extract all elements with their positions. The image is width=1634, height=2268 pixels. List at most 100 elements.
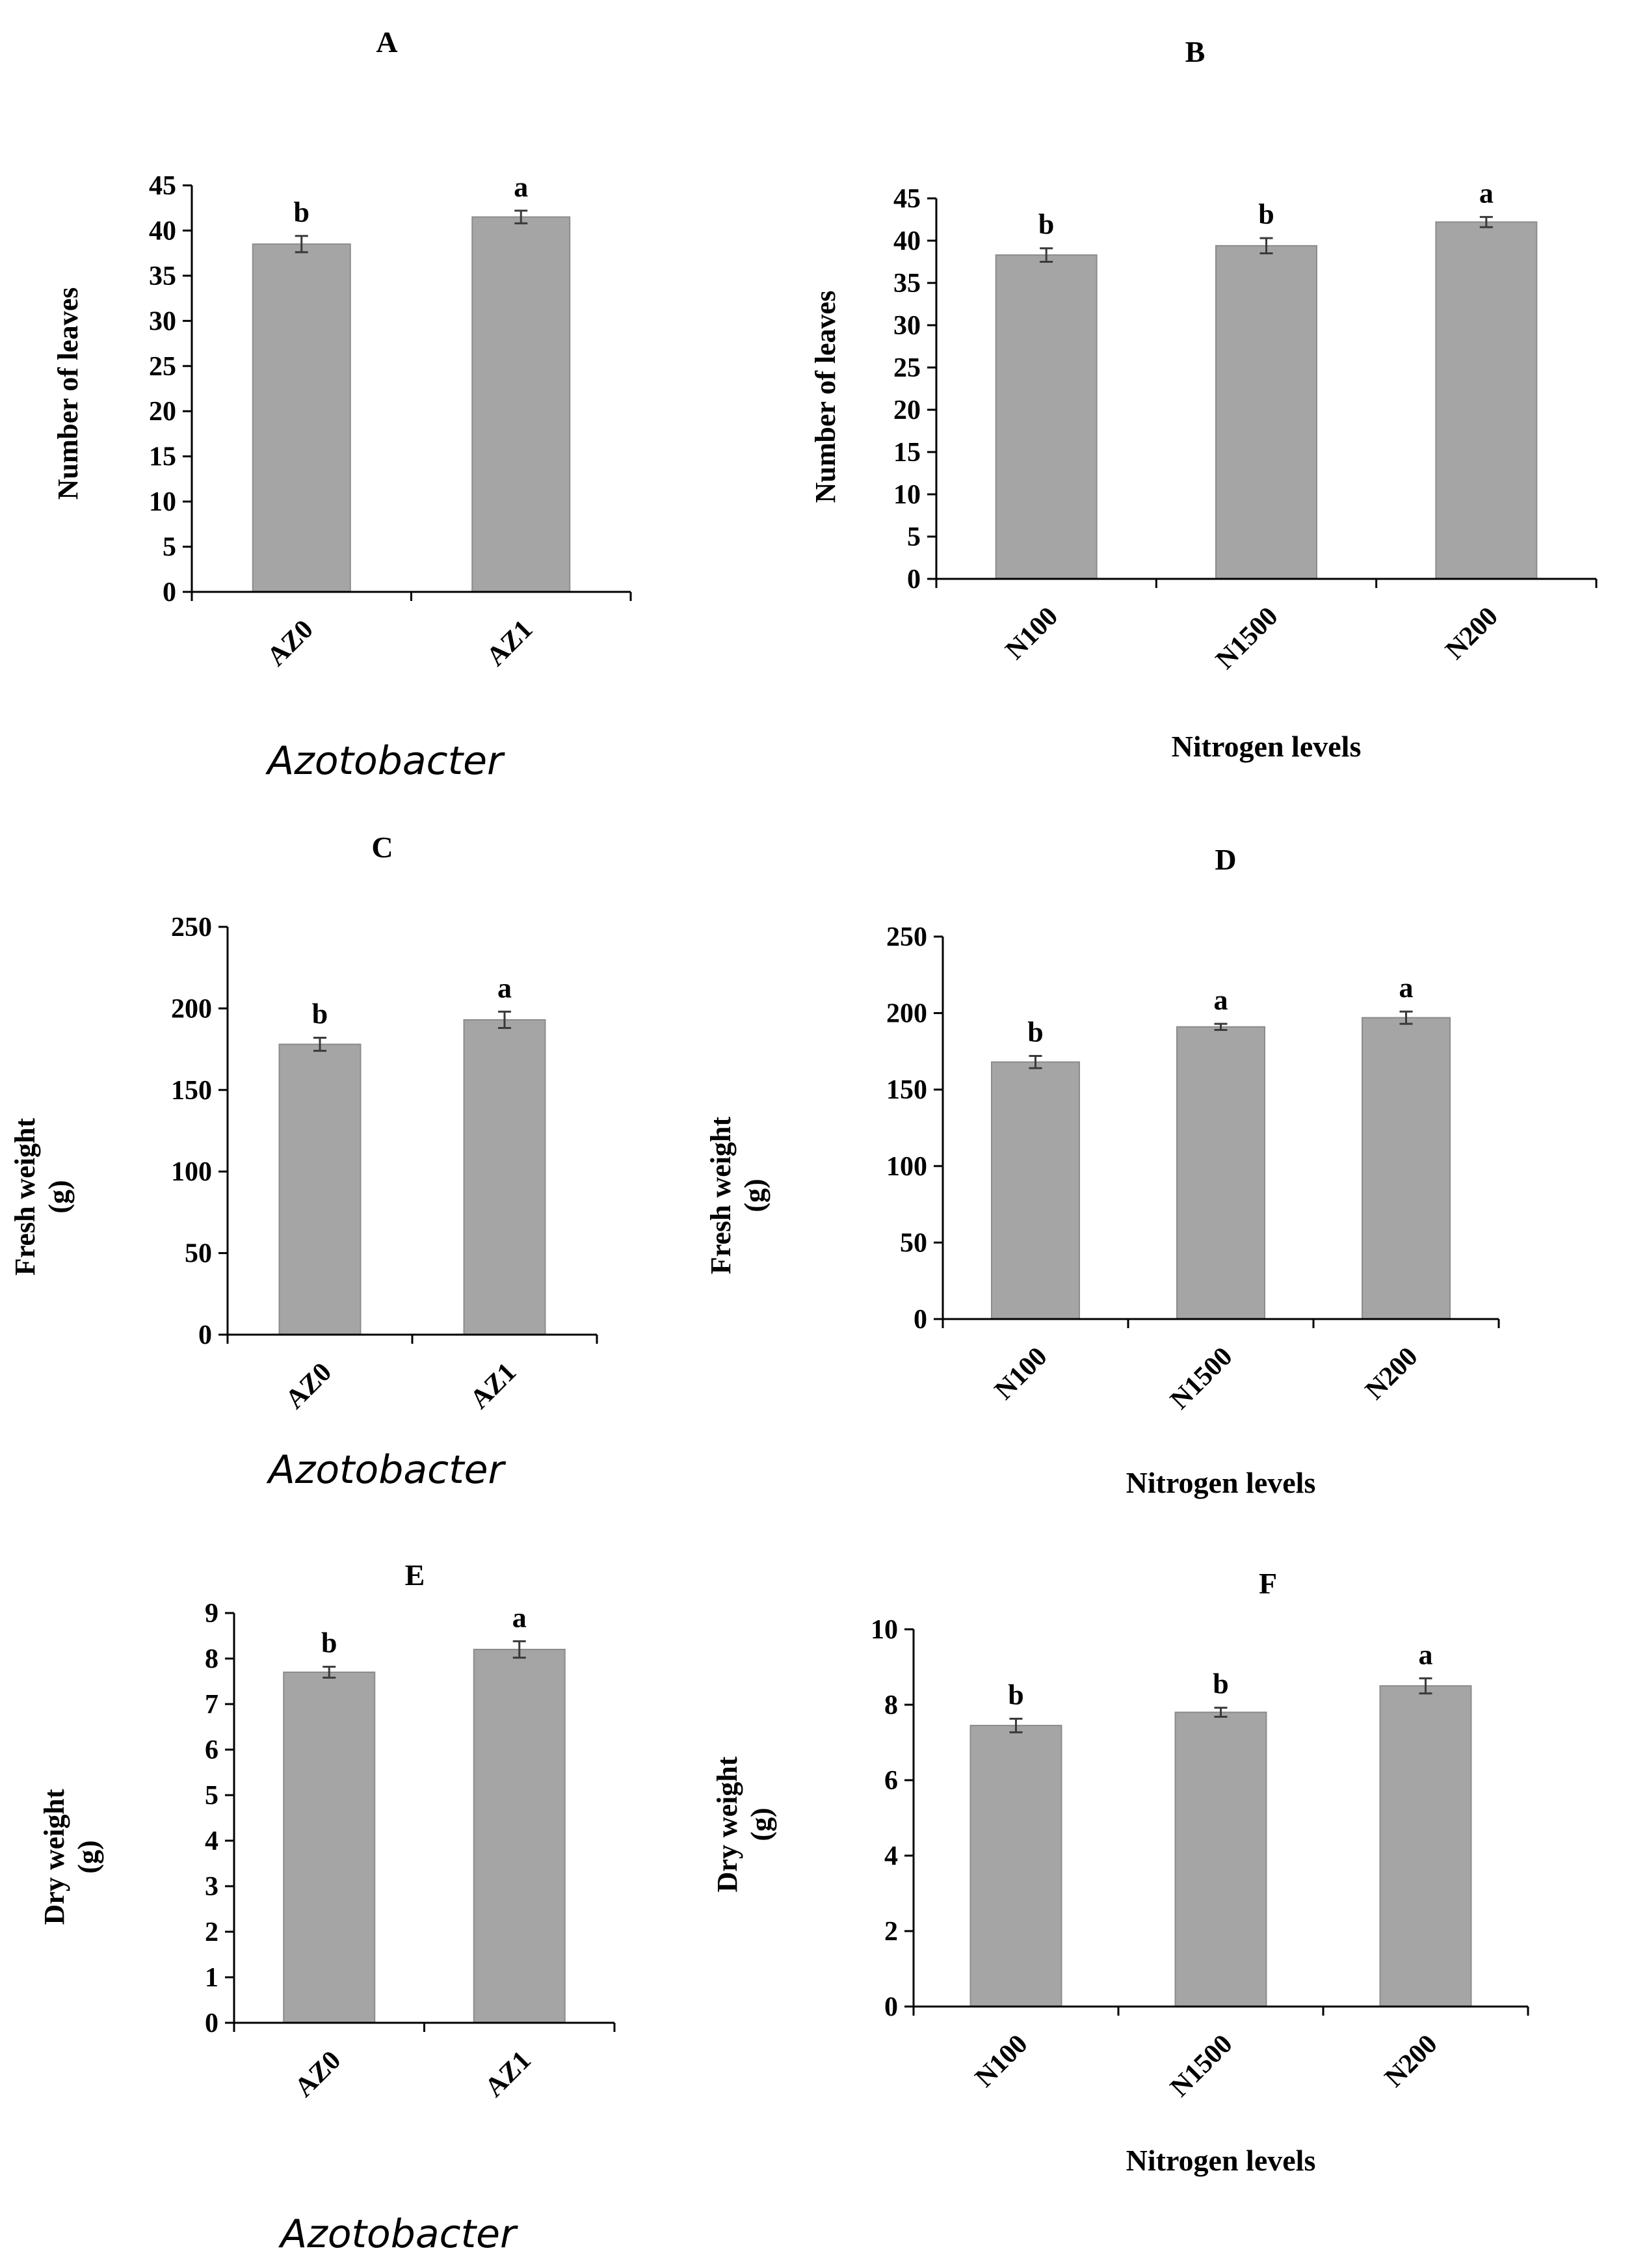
y-tick-label: 40 <box>893 226 921 256</box>
y-tick-label: 0 <box>205 2008 218 2038</box>
panel-f: Fb N100 b N1500 a N200 0 2 4 6 8 10 Dry weight(g) Nit… <box>711 1567 1529 2177</box>
bar-n100 <box>991 1061 1080 1320</box>
y-tick-label: 25 <box>893 353 921 383</box>
y-tick-label: 0 <box>907 565 921 594</box>
y-axis-label-line: Fresh weight <box>705 1116 737 1274</box>
y-tick-label: 20 <box>893 395 921 425</box>
error-bar <box>498 1010 511 1029</box>
bar-n100 <box>995 254 1098 580</box>
bar-n100 <box>969 1724 1062 2007</box>
significance-letter: a <box>497 972 512 1004</box>
error-bar <box>1479 216 1493 228</box>
significance-letter: a <box>514 171 528 203</box>
y-tick-label: 1 <box>205 1963 218 1993</box>
x-axis-label: Nitrogen levels <box>1172 730 1362 763</box>
y-tick-label: 7 <box>205 1690 218 1720</box>
x-tick-label: N1500 <box>1210 602 1284 675</box>
error-bar <box>1029 1054 1042 1069</box>
error-bar <box>313 1037 326 1052</box>
y-tick-label: 250 <box>171 913 212 942</box>
y-tick-label: 25 <box>149 352 176 382</box>
x-axis-label: Azotobacter <box>266 1447 507 1493</box>
bar-n200 <box>1362 1017 1451 1320</box>
y-tick-label: 0 <box>914 1305 927 1335</box>
panel-title: C <box>371 831 393 864</box>
error-bar <box>1009 1717 1023 1733</box>
x-tick-label: N1500 <box>1165 2029 1238 2103</box>
y-tick-label: 2 <box>884 1917 898 1947</box>
x-tick-label: N200 <box>1379 2029 1443 2094</box>
y-tick-label: 3 <box>205 1872 218 1902</box>
bar-n200 <box>1379 1685 1472 2007</box>
y-tick-label: 200 <box>886 999 927 1029</box>
y-tick-label: 35 <box>149 261 176 291</box>
y-axis-label: Dry weight(g) <box>711 1756 777 1892</box>
y-tick-label: 50 <box>185 1239 212 1269</box>
y-tick-label: 10 <box>871 1615 898 1645</box>
y-tick-label: 15 <box>893 438 921 468</box>
y-tick-label: 8 <box>205 1644 218 1674</box>
bar-n1500 <box>1215 245 1317 580</box>
y-tick-label: 10 <box>149 487 176 517</box>
x-tick-label: N100 <box>969 2029 1034 2094</box>
x-axis-label: Nitrogen levels <box>1126 1466 1316 1499</box>
x-tick-label: N100 <box>989 1342 1053 1406</box>
error-bar <box>1040 247 1053 263</box>
y-tick-label: 45 <box>893 184 921 214</box>
error-bar <box>1259 237 1273 254</box>
significance-letter: b <box>294 196 310 228</box>
panel-title: D <box>1215 843 1236 876</box>
panel-title: F <box>1259 1567 1277 1600</box>
y-axis-label: Fresh weight(g) <box>9 1117 75 1275</box>
significance-letter: a <box>1419 1638 1433 1670</box>
significance-letter: a <box>1399 972 1414 1004</box>
x-tick-label: AZ0 <box>280 1357 337 1415</box>
x-tick-label: AZ1 <box>481 615 539 673</box>
error-bar <box>1214 1707 1228 1718</box>
bar-az0 <box>278 1043 362 1336</box>
x-tick-label: AZ0 <box>261 615 319 673</box>
y-axis-label-line: (g) <box>739 1179 771 1212</box>
y-tick-label: 15 <box>149 442 176 472</box>
y-tick-label: 2 <box>205 1917 218 1947</box>
bar-az1 <box>463 1019 546 1336</box>
bar-az1 <box>471 216 571 593</box>
significance-letter: b <box>1038 209 1054 241</box>
y-tick-label: 20 <box>149 397 176 427</box>
bar-az0 <box>283 1672 376 2023</box>
error-bar <box>295 235 308 254</box>
significance-letter: b <box>1213 1668 1228 1700</box>
y-axis-label: Number of leaves <box>810 291 841 503</box>
y-axis-label-line: Number of leaves <box>810 291 841 503</box>
significance-letter: b <box>1258 198 1274 230</box>
y-tick-label: 0 <box>163 578 176 607</box>
error-bar <box>512 1640 526 1659</box>
y-tick-label: 30 <box>893 311 921 341</box>
panel-a: Ab AZ0 a AZ1 0 5 10 15 20 25 30 35 40 45 Number of lea… <box>52 25 632 784</box>
x-tick-label: AZ1 <box>464 1357 522 1415</box>
y-tick-label: 9 <box>205 1599 218 1629</box>
significance-letter: a <box>1479 178 1494 209</box>
error-bar <box>1214 1022 1228 1031</box>
y-tick-label: 0 <box>884 1992 898 2022</box>
y-axis-label-line: Fresh weight <box>9 1117 41 1275</box>
y-tick-label: 8 <box>884 1690 898 1720</box>
panel-d: Db N100 a N1500 a N200 0 50 100 150 200 250 Fresh we… <box>705 843 1500 1499</box>
y-axis-label: Fresh weight(g) <box>705 1116 771 1274</box>
y-tick-label: 5 <box>205 1781 218 1811</box>
x-tick-label: N100 <box>1000 602 1064 666</box>
bar-n1500 <box>1174 1711 1267 2008</box>
y-tick-label: 4 <box>884 1841 898 1871</box>
y-tick-label: 150 <box>171 1076 212 1106</box>
y-tick-label: 30 <box>149 306 176 336</box>
error-bar <box>323 1666 336 1679</box>
x-axis-label: Azotobacter <box>278 2211 518 2257</box>
significance-letter: b <box>1027 1016 1043 1048</box>
significance-letter: b <box>1008 1679 1023 1711</box>
y-tick-label: 5 <box>163 533 176 563</box>
y-tick-label: 40 <box>149 216 176 246</box>
y-axis-label-line: Number of leaves <box>52 287 84 500</box>
panel-b: Bb N100 b N1500 a N200 0 5 10 15 20 25 30 35 40 45 Numbe… <box>810 35 1598 763</box>
y-tick-label: 35 <box>893 269 921 299</box>
